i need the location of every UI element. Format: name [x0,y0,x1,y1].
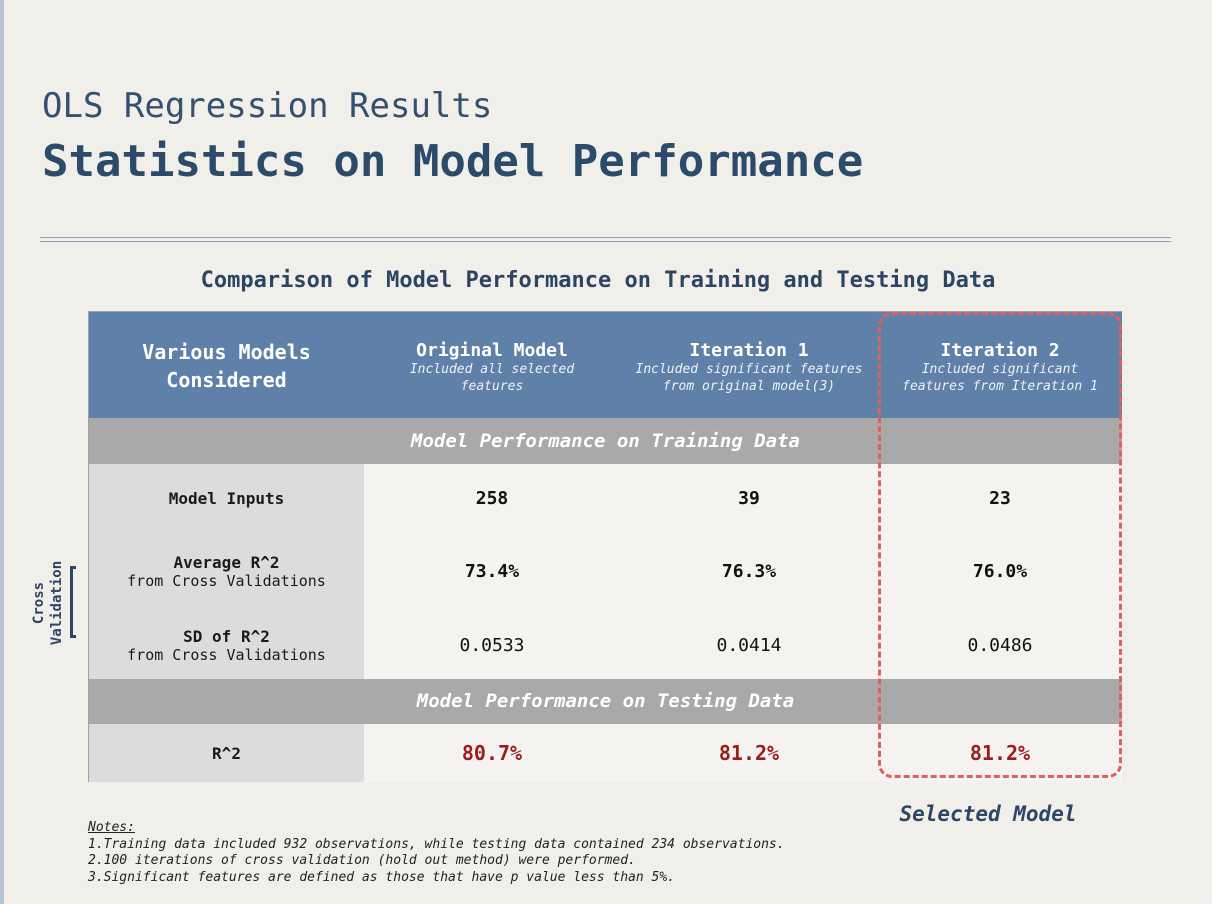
value-text: 258 [475,487,509,509]
value-text: 80.7% [461,741,523,765]
header-description: from original model(3) [662,379,836,394]
performance-table: Various Models Considered Original Model… [88,311,1122,782]
cross-validation-annotation: Cross Validation [20,540,80,660]
value-cell: 73.4% [364,536,620,606]
value-text: 73.4% [464,560,520,582]
header-description: Included significant [921,362,1079,377]
selected-model-highlight [878,312,1122,778]
note-item: 2.100 iterations of cross validation (ho… [88,853,636,868]
value-cell: 23 [878,464,1122,532]
row-label: Average R^2 from Cross Validations [89,536,364,606]
table-row-model-inputs: Model Inputs 258 39 23 [89,464,1122,532]
values-bg [364,724,1122,782]
band-testing: Model Performance on Testing Data [89,679,1122,724]
row-label-sub: from Cross Validations [127,571,326,590]
header-description: Included all selected [409,362,575,377]
label-column-bg [89,724,364,782]
value-cell: 0.0486 [878,610,1122,680]
header-title: Original Model [416,340,568,361]
cv-line: Validation [49,560,65,646]
header-description: features from Iteration 1 [902,379,1098,394]
bracket-icon [70,566,76,638]
slide-supertitle: OLS Regression Results [42,86,493,126]
values-bg [364,464,1122,679]
table-row-average-r2: Average R^2 from Cross Validations 73.4%… [89,536,1122,606]
row-label: Model Inputs [89,464,364,532]
value-cell: 0.0533 [364,610,620,680]
note-item: 3.Significant features are defined as th… [88,869,675,885]
value-cell: 76.3% [620,536,878,606]
cv-line: Cross [31,581,47,625]
notes-title: Notes: [88,820,135,835]
header-various-models: Various Models Considered [89,312,364,418]
table-row-test-r2: R^2 80.7% 81.2% 81.2% [89,724,1122,782]
value-text: 23 [989,487,1011,509]
value-cell: 80.7% [364,724,620,782]
row-label-main: R^2 [212,743,241,763]
divider-line [40,237,1171,238]
table-row-sd-r2: SD of R^2 from Cross Validations 0.0533 … [89,610,1122,680]
divider-line [40,241,1171,242]
header-description: features [460,379,524,394]
header-iteration-1: Iteration 1 Included significant feature… [620,312,878,418]
label-column-bg [89,464,364,679]
notes-block: Notes: 1.Training data included 932 obse… [88,820,785,886]
header-description: Included significant features [635,362,863,377]
value-cell: 39 [620,464,878,532]
value-text: 0.0486 [967,634,1033,656]
header-title: Iteration 2 [940,340,1060,361]
row-label-main: SD of R^2 [183,626,270,646]
row-label-sub: from Cross Validations [127,645,326,664]
value-text: 0.0414 [716,634,782,656]
value-cell: 258 [364,464,620,532]
header-title: Iteration 1 [689,340,809,361]
value-cell: 81.2% [620,724,878,782]
row-label: SD of R^2 from Cross Validations [89,610,364,680]
band-training: Model Performance on Training Data [89,418,1122,464]
value-text: 81.2% [718,741,780,765]
row-label: R^2 [89,724,364,782]
selected-model-label: Selected Model [899,802,1077,826]
header-label-line: Various Models [142,340,311,364]
value-text: 76.0% [972,560,1028,582]
header-original-model: Original Model Included all selected fea… [364,312,620,418]
header-iteration-2: Iteration 2 Included significant feature… [878,312,1122,418]
value-cell: 0.0414 [620,610,878,680]
row-label-main: Model Inputs [168,488,285,508]
cross-validation-label: Cross Validation [30,553,66,653]
note-item: 1.Training data included 932 observation… [88,836,785,852]
row-label-main: Average R^2 [173,552,280,572]
table-caption: Comparison of Model Performance on Train… [200,268,996,293]
value-cell: 76.0% [878,536,1122,606]
slide-title: Statistics on Model Performance [42,136,864,187]
slide-left-edge [0,0,4,904]
value-cell: 81.2% [878,724,1122,782]
value-text: 81.2% [969,741,1031,765]
value-text: 39 [738,487,760,509]
table-header-row: Various Models Considered Original Model… [89,312,1122,418]
value-text: 0.0533 [459,634,525,656]
value-text: 76.3% [721,560,777,582]
header-label-line: Considered [166,368,287,392]
